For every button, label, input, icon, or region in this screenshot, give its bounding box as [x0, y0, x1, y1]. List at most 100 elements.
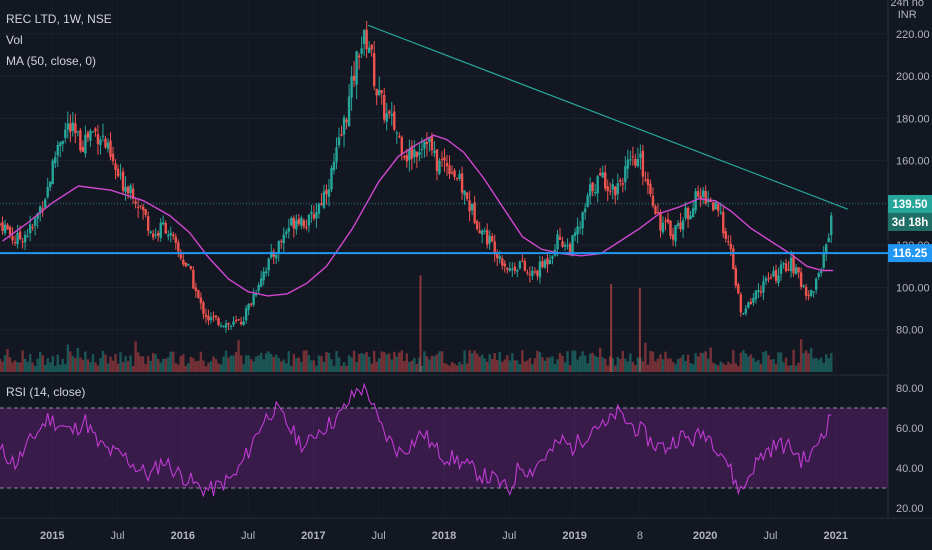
volume-bar: [272, 356, 275, 372]
candle-body: [91, 131, 95, 133]
candle-body: [583, 208, 587, 213]
volume-bar: [6, 349, 9, 372]
volume-bar: [297, 357, 301, 372]
volume-bar: [485, 361, 489, 372]
candle-body: [644, 179, 647, 181]
countdown-tag-bg: [888, 212, 932, 231]
candle-body: [11, 236, 14, 241]
candle-body: [646, 178, 650, 186]
candle-body: [277, 241, 280, 254]
volume-bar: [194, 361, 198, 372]
volume-bar: [599, 347, 602, 372]
candle-body: [330, 167, 333, 190]
candle-body: [151, 233, 155, 238]
candle-body: [430, 135, 434, 151]
volume-bar: [556, 359, 559, 372]
volume-bar: [375, 361, 378, 372]
candle-body: [762, 281, 765, 293]
volume-bar: [714, 363, 717, 372]
y-tick-label: 180.00: [896, 113, 930, 125]
candle-body: [252, 293, 255, 305]
volume-bar: [438, 351, 441, 372]
volume-bar: [729, 363, 732, 372]
rsi-tick-label: 40.00: [896, 463, 924, 475]
candle-body: [465, 192, 469, 200]
candle-body: [629, 159, 632, 161]
volume-bar: [799, 339, 803, 372]
candle-body: [664, 220, 667, 222]
candle-body: [496, 252, 499, 259]
candle-body: [114, 163, 117, 170]
candle-body: [275, 254, 278, 259]
candle-body: [167, 234, 170, 237]
volume-bar: [546, 357, 549, 372]
volume-bar: [651, 351, 655, 372]
volume-bar: [508, 360, 511, 372]
volume-bar: [548, 357, 552, 372]
candle-body: [521, 260, 524, 262]
volume-bar: [54, 365, 57, 372]
volume-bar: [478, 356, 481, 372]
candle-body: [36, 213, 39, 219]
volume-bar: [744, 353, 748, 372]
candle-body: [192, 269, 195, 289]
volume-bar: [393, 351, 396, 372]
volume-bar: [264, 353, 268, 372]
volume-bar: [285, 363, 288, 372]
volume-bar: [151, 352, 155, 372]
volume-bar: [624, 358, 627, 372]
candle-body: [325, 189, 328, 195]
candle-body: [759, 291, 763, 293]
candle-body: [415, 151, 419, 157]
candle-body: [16, 232, 19, 245]
candle-body: [679, 222, 682, 230]
candle-body: [378, 89, 381, 95]
candle-body: [601, 172, 604, 178]
volume-bar: [749, 354, 753, 372]
volume-bar: [774, 363, 778, 372]
candle-body: [694, 191, 697, 211]
candle-body: [571, 235, 574, 256]
candle-body: [621, 183, 625, 185]
candle-body: [420, 149, 424, 151]
candle-body: [581, 212, 584, 229]
candle-body: [410, 146, 414, 159]
volume-bar: [684, 360, 687, 372]
volume-bar: [28, 354, 32, 372]
rsi-pane: [0, 382, 888, 498]
volume-bar: [619, 359, 622, 372]
candle-body: [81, 147, 85, 152]
candle-body: [398, 135, 401, 137]
volume-bar: [320, 355, 323, 372]
candle-body: [182, 259, 185, 265]
candle-body: [295, 220, 298, 230]
volume-bar: [654, 361, 657, 372]
candle-body: [352, 75, 356, 81]
x-tick-label: 2015: [40, 530, 64, 542]
candle-body: [614, 186, 617, 196]
candle-body: [488, 235, 491, 244]
candles: [0, 20, 833, 333]
volume-bar: [636, 357, 640, 372]
x-tick-label: Jul: [110, 530, 124, 542]
volume-bar: [563, 362, 567, 372]
candle-body: [717, 204, 720, 211]
candle-body: [485, 229, 489, 245]
volume-bar: [164, 358, 167, 372]
candle-body: [455, 177, 459, 179]
volume-bar: [126, 361, 130, 372]
volume-bar: [498, 351, 501, 372]
candle-body: [566, 245, 569, 247]
candle-body: [825, 244, 828, 253]
ma-legend: MA (50, close, 0): [6, 54, 97, 68]
volume-bar: [719, 361, 722, 372]
candle-body: [503, 263, 506, 267]
candle-body: [634, 158, 637, 166]
candle-body: [332, 162, 336, 171]
candle-body: [777, 275, 780, 283]
volume-bar: [66, 344, 70, 372]
candle-body: [742, 312, 745, 314]
volume-bar: [538, 352, 542, 372]
volume-bar: [757, 359, 760, 372]
